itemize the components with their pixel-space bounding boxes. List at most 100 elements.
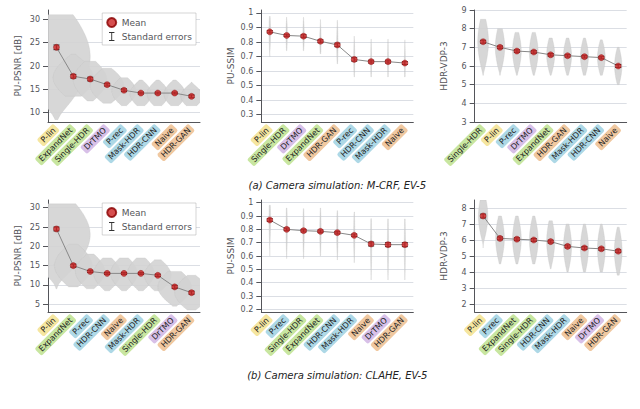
svg-text:0.6: 0.6	[241, 67, 254, 76]
svg-text:Naive: Naive	[597, 126, 619, 148]
svg-text:Naive: Naive	[563, 315, 586, 339]
svg-text:20: 20	[30, 242, 40, 251]
svg-text:Naive: Naive	[384, 126, 406, 148]
svg-text:Mask-HDR: Mask-HDR	[106, 125, 142, 162]
svg-text:HDR-VDP-3: HDR-VDP-3	[439, 41, 449, 91]
svg-text:Single-HDR: Single-HDR	[249, 125, 288, 165]
svg-text:4: 4	[462, 268, 467, 277]
svg-text:HDR-CNN: HDR-CNN	[518, 315, 552, 349]
svg-text:0.6: 0.6	[241, 252, 254, 261]
svg-text:3: 3	[462, 118, 467, 127]
svg-text:HDR-GAN: HDR-GAN	[159, 316, 192, 349]
svg-text:0.5: 0.5	[241, 265, 254, 274]
svg-text:10: 10	[30, 280, 40, 289]
svg-text:Naive: Naive	[153, 125, 176, 149]
svg-text:0.3: 0.3	[241, 110, 254, 119]
svg-text:0.2: 0.2	[241, 305, 254, 314]
svg-text:Mask-HDR: Mask-HDR	[353, 125, 390, 162]
svg-text:DrTMO: DrTMO	[149, 315, 176, 342]
svg-text:Mean: Mean	[122, 18, 147, 28]
svg-text:8: 8	[462, 204, 467, 213]
svg-text:PU-SSIM: PU-SSIM	[226, 237, 236, 274]
svg-text:0.4: 0.4	[241, 278, 254, 287]
svg-text:HDR-CNN: HDR-CNN	[75, 315, 109, 349]
svg-text:P-rec: P-rec	[104, 125, 126, 147]
svg-text:30: 30	[30, 203, 40, 212]
svg-text:20: 20	[30, 62, 40, 71]
svg-text:ExpandNet: ExpandNet	[37, 316, 74, 353]
svg-text:ExpandNet: ExpandNet	[284, 125, 322, 164]
svg-text:5: 5	[462, 252, 467, 261]
svg-text:HDR-GAN: HDR-GAN	[159, 126, 192, 159]
svg-text:2: 2	[462, 300, 467, 309]
svg-text:0.7: 0.7	[241, 52, 254, 61]
svg-text:3: 3	[462, 284, 467, 293]
svg-text:Single-HDR: Single-HDR	[53, 125, 92, 165]
svg-text:Mask-HDR: Mask-HDR	[550, 125, 586, 162]
svg-text:ExpandNet: ExpandNet	[284, 315, 322, 354]
svg-text:HDR-GAN: HDR-GAN	[373, 316, 406, 349]
svg-text:0.5: 0.5	[241, 81, 254, 90]
svg-text:(b) Camera simulation: CLAHE,: (b) Camera simulation: CLAHE, EV-5	[247, 370, 427, 381]
svg-text:DrTMO: DrTMO	[576, 315, 603, 342]
svg-text:1: 1	[248, 8, 253, 17]
svg-text:Standard errors: Standard errors	[122, 222, 193, 232]
svg-text:P-rec: P-rec	[334, 125, 356, 147]
svg-text:10: 10	[30, 108, 40, 117]
svg-text:Single-HDR: Single-HDR	[496, 315, 535, 355]
svg-text:P-rec: P-rec	[480, 315, 502, 337]
svg-text:7: 7	[462, 220, 467, 229]
svg-text:Mean: Mean	[122, 208, 147, 218]
svg-text:ExpandNet: ExpandNet	[37, 125, 75, 164]
svg-text:HDR-VDP-3: HDR-VDP-3	[439, 231, 449, 281]
svg-text:Naive: Naive	[102, 315, 126, 339]
svg-text:5: 5	[462, 80, 467, 89]
svg-text:1: 1	[248, 198, 253, 207]
svg-text:0.7: 0.7	[241, 238, 254, 247]
svg-text:0.3: 0.3	[241, 292, 254, 301]
svg-text:HDR-CNN: HDR-CNN	[569, 125, 603, 159]
svg-text:PU-PSNR [dB]: PU-PSNR [dB]	[13, 225, 23, 286]
svg-text:HDR-CNN: HDR-CNN	[339, 125, 373, 159]
svg-text:0.9: 0.9	[241, 212, 254, 221]
svg-text:DrTMO: DrTMO	[363, 315, 390, 342]
svg-text:HDR-GAN: HDR-GAN	[586, 316, 619, 349]
svg-text:(a) Camera simulation: M-CRF,: (a) Camera simulation: M-CRF, EV-5	[249, 180, 426, 191]
svg-text:DrTMO: DrTMO	[278, 125, 305, 152]
svg-text:Mask-HDR: Mask-HDR	[533, 315, 569, 352]
svg-text:DrTMO: DrTMO	[509, 125, 535, 152]
svg-text:0.8: 0.8	[241, 225, 254, 234]
svg-text:HDR-GAN: HDR-GAN	[305, 125, 339, 160]
svg-text:0.8: 0.8	[241, 38, 254, 47]
svg-text:Mask-HDR: Mask-HDR	[106, 315, 142, 352]
svg-text:PU-SSIM: PU-SSIM	[226, 47, 236, 84]
svg-text:4: 4	[462, 99, 467, 108]
svg-text:7: 7	[462, 43, 467, 52]
svg-text:Single-HDR: Single-HDR	[446, 126, 485, 165]
svg-text:5: 5	[35, 300, 40, 309]
svg-text:Mask-HDR: Mask-HDR	[319, 315, 356, 352]
svg-text:15: 15	[30, 85, 40, 94]
svg-text:25: 25	[30, 223, 40, 232]
svg-text:Single-HDR: Single-HDR	[120, 315, 159, 355]
svg-text:15: 15	[30, 261, 40, 270]
svg-text:25: 25	[30, 38, 40, 47]
svg-text:P-rec: P-rec	[70, 315, 92, 337]
svg-text:6: 6	[462, 62, 467, 71]
svg-text:ExpandNet: ExpandNet	[514, 125, 552, 164]
svg-text:9: 9	[462, 6, 467, 15]
svg-text:ExpandNet: ExpandNet	[480, 315, 518, 354]
svg-text:6: 6	[462, 236, 467, 245]
svg-text:Single-HDR: Single-HDR	[266, 315, 305, 355]
svg-text:HDR-CNN: HDR-CNN	[125, 125, 159, 159]
svg-text:PU-PSNR [dB]: PU-PSNR [dB]	[13, 35, 23, 96]
svg-text:DrTMO: DrTMO	[82, 126, 108, 152]
svg-text:30: 30	[30, 15, 40, 24]
svg-text:Naive: Naive	[349, 315, 373, 339]
svg-text:HDR-GAN: HDR-GAN	[535, 125, 569, 160]
svg-text:0.9: 0.9	[241, 23, 254, 32]
svg-text:Standard errors: Standard errors	[122, 32, 193, 42]
svg-text:8: 8	[462, 24, 467, 33]
svg-text:HDR-CNN: HDR-CNN	[305, 315, 339, 349]
svg-text:0.4: 0.4	[241, 96, 254, 105]
